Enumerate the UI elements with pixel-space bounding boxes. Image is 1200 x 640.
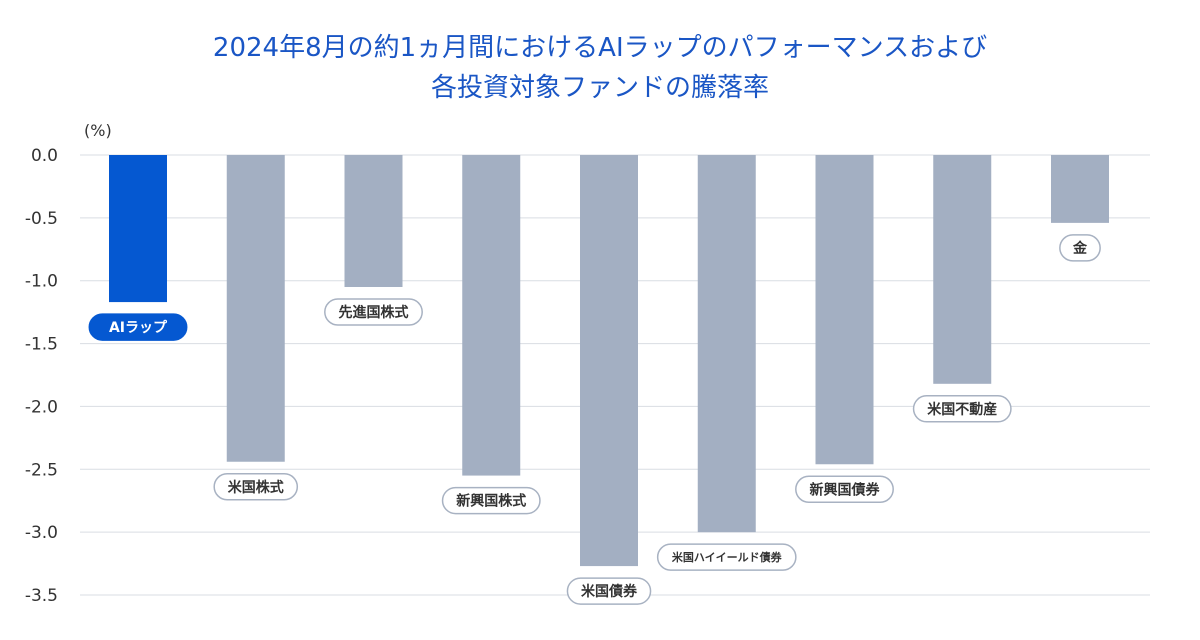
category-label-pill	[656, 543, 797, 571]
category-label-pill	[441, 486, 541, 515]
bar	[462, 155, 521, 476]
category-label: 先進国株式	[339, 304, 409, 321]
bar	[697, 155, 756, 533]
category-label: 新興国株式	[456, 493, 526, 510]
category-label: 新興国債券	[810, 481, 881, 498]
category-label: AIラップ	[109, 320, 168, 336]
bar	[344, 155, 403, 287]
y-tick-label: -2.5	[25, 460, 58, 480]
category-label: 米国ハイイールド債券	[671, 550, 783, 564]
category-label: 米国債券	[581, 583, 638, 600]
y-tick-label: -1.0	[25, 272, 58, 292]
chart-title-line2: 各投資対象ファンドの騰落率	[430, 73, 769, 103]
category-label-pill	[1059, 234, 1101, 262]
y-tick-label: -3.5	[25, 586, 58, 606]
y-tick-label: -2.0	[25, 397, 58, 417]
category-label: 米国不動産	[927, 401, 997, 418]
bar	[933, 155, 992, 384]
bar	[1051, 155, 1109, 223]
y-tick-label: -0.5	[25, 209, 58, 229]
y-tick-label: 0.0	[31, 146, 58, 166]
category-label: 米国株式	[228, 479, 284, 496]
category-label-pill	[795, 475, 894, 504]
unit-label: (%)	[84, 121, 112, 140]
bar	[109, 155, 167, 303]
category-label-pill	[324, 298, 423, 326]
bar	[580, 155, 638, 567]
chart-title-line1: 2024年8月の約1ヵ月間におけるAIラップのパフォーマンスおよび	[212, 33, 988, 63]
category-label-pill	[213, 472, 299, 501]
category-label-pill	[88, 313, 188, 341]
category-label-pill	[912, 395, 1012, 423]
bar	[815, 155, 874, 465]
y-tick-label: -3.0	[25, 523, 58, 543]
category-label: 金	[1072, 240, 1088, 257]
bar	[226, 155, 285, 462]
y-tick-label: -1.5	[25, 335, 58, 355]
category-label-pill	[566, 577, 652, 605]
chart-title: 2024年8月の約1ヵ月間におけるAIラップのパフォーマンスおよび 各投資対象フ…	[0, 28, 1200, 108]
